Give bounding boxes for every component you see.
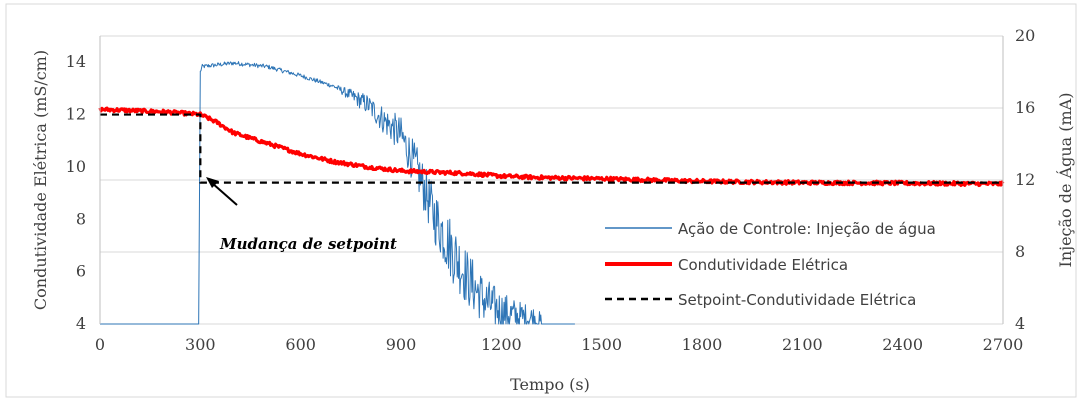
chart-border (5, 3, 1077, 398)
annotation-arrow (211, 182, 238, 206)
series-layer (98, 61, 1005, 325)
gridlines (100, 35, 1003, 325)
left-axis: 4 6 8 10 12 14 (66, 36, 101, 333)
annotation-text: Mudança de setpoint (219, 235, 397, 253)
x-tick-2400: 2400 (882, 335, 923, 354)
x-tick-0: 0 (95, 335, 105, 354)
y-left-tick-6: 6 (76, 262, 86, 281)
legend: Ação de Controle: Injeção de água Condut… (605, 220, 936, 309)
y-axis-right-title: Injeção de Água (mA) (1055, 92, 1075, 267)
y-left-tick-14: 14 (66, 52, 86, 71)
x-axis-title: Tempo (s) (510, 375, 590, 394)
y-right-tick-12: 12 (1015, 170, 1035, 189)
x-tick-1500: 1500 (581, 335, 622, 354)
right-axis: 4 8 12 16 20 (1002, 26, 1035, 333)
legend-label-condutividade: Condutividade Elétrica (678, 256, 848, 274)
y-left-tick-10: 10 (66, 157, 86, 176)
x-tick-1800: 1800 (682, 335, 723, 354)
x-tick-2700: 2700 (983, 335, 1024, 354)
x-tick-1200: 1200 (481, 335, 522, 354)
legend-label-injecao: Ação de Controle: Injeção de água (678, 220, 936, 238)
y-right-tick-4: 4 (1015, 314, 1025, 333)
y-right-tick-8: 8 (1015, 242, 1025, 261)
y-left-tick-4: 4 (76, 314, 86, 333)
y-axis-left-title: Condutividade Elétrica (mS/cm) (31, 50, 50, 310)
series-line-1 (98, 106, 1005, 188)
series-line-0 (100, 61, 575, 325)
y-left-tick-12: 12 (66, 105, 86, 124)
x-tick-600: 600 (285, 335, 316, 354)
x-tick-2100: 2100 (782, 335, 823, 354)
series-line-2 (100, 113, 1003, 184)
y-left-tick-8: 8 (76, 209, 86, 228)
legend-label-setpoint: Setpoint-Condutividade Elétrica (678, 291, 916, 309)
x-tick-900: 900 (386, 335, 417, 354)
y-right-tick-20: 20 (1015, 26, 1035, 45)
y-right-tick-16: 16 (1015, 98, 1035, 117)
setpoint-annotation: Mudança de setpoint (206, 177, 397, 253)
x-tick-300: 300 (185, 335, 216, 354)
annotation-arrowhead (206, 177, 219, 188)
bottom-axis: 0 300 600 900 1200 1500 1800 2100 2400 2700 (95, 335, 1023, 354)
